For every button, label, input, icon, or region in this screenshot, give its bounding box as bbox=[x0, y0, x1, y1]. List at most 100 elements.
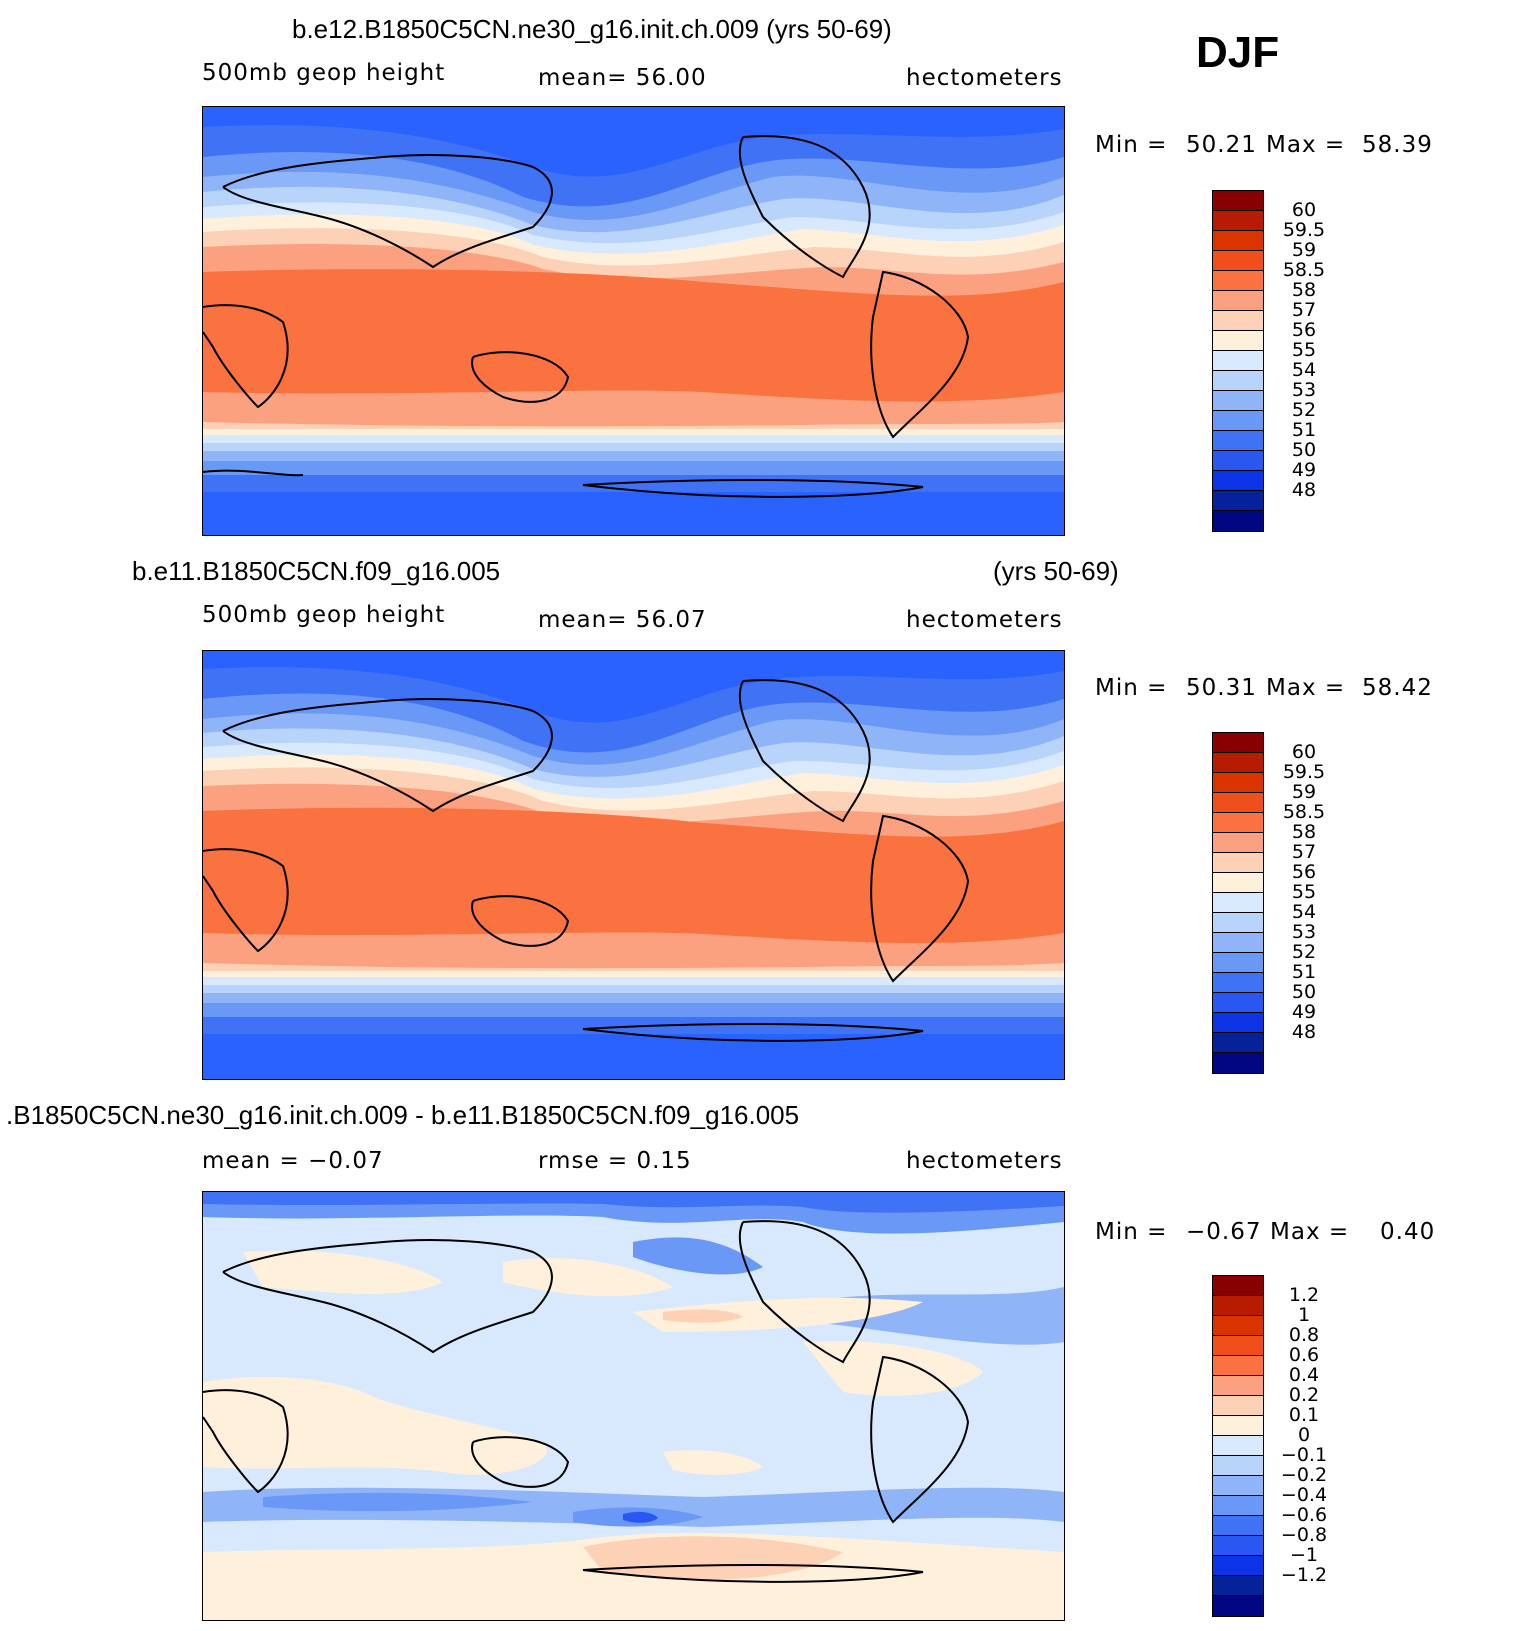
panel-3-contour-field bbox=[203, 1192, 1064, 1620]
colorbar-swatch bbox=[1213, 1013, 1263, 1033]
colorbar-level-label: 53 bbox=[1291, 379, 1317, 401]
coastlines bbox=[203, 135, 970, 498]
colorbar-swatch bbox=[1213, 451, 1263, 471]
panel-2-variable: 500mb geop height bbox=[202, 602, 446, 628]
colorbar-swatch bbox=[1213, 1576, 1263, 1596]
colorbar-level-label: 59 bbox=[1291, 239, 1317, 261]
colorbar-level-label: 50 bbox=[1291, 439, 1317, 461]
panel-2-max-label: Max = bbox=[1266, 675, 1346, 701]
colorbar-level-label: 1 bbox=[1297, 1304, 1311, 1326]
coastlines bbox=[203, 679, 970, 1042]
colorbar-swatch bbox=[1213, 773, 1263, 793]
colorbar-level-label: −0.1 bbox=[1280, 1444, 1328, 1466]
colorbar-swatch bbox=[1213, 1276, 1263, 1296]
colorbar-level-label: 57 bbox=[1291, 841, 1317, 863]
panel-1-contour-field bbox=[203, 107, 1064, 535]
colorbar-swatch bbox=[1213, 1556, 1263, 1576]
colorbar-swatch bbox=[1213, 1496, 1263, 1516]
colorbar-level-label: 53 bbox=[1291, 921, 1317, 943]
colorbar-level-label: 59.5 bbox=[1282, 761, 1326, 783]
colorbar-level-label: 48 bbox=[1291, 479, 1317, 501]
colorbar-swatch bbox=[1213, 1456, 1263, 1476]
colorbar-level-label: 58.5 bbox=[1282, 259, 1326, 281]
panel-2-contour-field bbox=[203, 651, 1064, 1079]
colorbar-swatch bbox=[1213, 491, 1263, 511]
panel-1-variable: 500mb geop height bbox=[202, 60, 446, 86]
panel-3-max-label: Max = bbox=[1270, 1219, 1350, 1245]
colorbar-swatch bbox=[1213, 1356, 1263, 1376]
colorbar-level-label: 48 bbox=[1291, 1021, 1317, 1043]
colorbar-level-label: 49 bbox=[1291, 1001, 1317, 1023]
colorbar-level-label: 58 bbox=[1291, 279, 1317, 301]
colorbar-level-label: 52 bbox=[1291, 399, 1317, 421]
colorbar-swatch bbox=[1213, 873, 1263, 893]
colorbar-level-label: 1.2 bbox=[1288, 1284, 1320, 1306]
colorbar-level-label: 55 bbox=[1291, 339, 1317, 361]
panel-2-colorbar bbox=[1212, 732, 1264, 1074]
colorbar-swatch bbox=[1213, 251, 1263, 271]
panel-3-units: hectometers bbox=[906, 1148, 1063, 1174]
panel-3-title: .B1850C5CN.ne30_g16.init.ch.009 - b.e11.… bbox=[6, 1100, 800, 1130]
colorbar-swatch bbox=[1213, 311, 1263, 331]
colorbar-level-label: 57 bbox=[1291, 299, 1317, 321]
colorbar-level-label: 0.1 bbox=[1288, 1404, 1320, 1426]
colorbar-swatch bbox=[1213, 331, 1263, 351]
colorbar-level-label: 52 bbox=[1291, 941, 1317, 963]
colorbar-swatch bbox=[1213, 351, 1263, 371]
colorbar-level-label: 56 bbox=[1291, 861, 1317, 883]
colorbar-level-label: 58 bbox=[1291, 821, 1317, 843]
panel-1-title: b.e12.B1850C5CN.ne30_g16.init.ch.009 (yr… bbox=[292, 14, 892, 44]
panel-3-min-value: −0.67 bbox=[1186, 1219, 1262, 1245]
colorbar-swatch bbox=[1213, 1476, 1263, 1496]
colorbar-level-label: 60 bbox=[1291, 199, 1317, 221]
colorbar-swatch bbox=[1213, 411, 1263, 431]
colorbar-level-label: 60 bbox=[1291, 741, 1317, 763]
colorbar-swatch bbox=[1213, 1536, 1263, 1556]
colorbar-level-label: 59 bbox=[1291, 781, 1317, 803]
colorbar-swatch bbox=[1213, 271, 1263, 291]
colorbar-swatch bbox=[1213, 391, 1263, 411]
colorbar-level-label: 0 bbox=[1297, 1424, 1311, 1446]
colorbar-level-label: 58.5 bbox=[1282, 801, 1326, 823]
panel-2-units: hectometers bbox=[906, 607, 1063, 633]
colorbar-swatch bbox=[1213, 1416, 1263, 1436]
panel-3-max-value: 0.40 bbox=[1380, 1219, 1436, 1245]
colorbar-swatch bbox=[1213, 853, 1263, 873]
colorbar-swatch bbox=[1213, 1436, 1263, 1456]
colorbar-swatch bbox=[1213, 1596, 1263, 1616]
colorbar-swatch bbox=[1213, 191, 1263, 211]
colorbar-level-label: 59.5 bbox=[1282, 219, 1326, 241]
colorbar-level-label: 0.8 bbox=[1288, 1324, 1320, 1346]
colorbar-swatch bbox=[1213, 1316, 1263, 1336]
panel-2-title: b.e11.B1850C5CN.f09_g16.005 bbox=[132, 556, 501, 586]
colorbar-swatch bbox=[1213, 1376, 1263, 1396]
colorbar-swatch bbox=[1213, 893, 1263, 913]
colorbar-swatch bbox=[1213, 1033, 1263, 1053]
colorbar-level-label: 54 bbox=[1291, 359, 1317, 381]
colorbar-swatch bbox=[1213, 1516, 1263, 1536]
colorbar-swatch bbox=[1213, 1296, 1263, 1316]
panel-3-rmse: rmse = 0.15 bbox=[538, 1148, 692, 1174]
colorbar-swatch bbox=[1213, 913, 1263, 933]
colorbar-swatch bbox=[1213, 431, 1263, 451]
colorbar-swatch bbox=[1213, 813, 1263, 833]
panel-3-min-label: Min = bbox=[1095, 1219, 1168, 1245]
panel-3-colorbar bbox=[1212, 1275, 1264, 1617]
colorbar-swatch bbox=[1213, 953, 1263, 973]
colorbar-swatch bbox=[1213, 1053, 1263, 1073]
colorbar-level-label: −0.6 bbox=[1280, 1504, 1328, 1526]
colorbar-swatch bbox=[1213, 371, 1263, 391]
colorbar-swatch bbox=[1213, 753, 1263, 773]
season-label: DJF bbox=[1196, 28, 1280, 77]
panel-3-mean: mean = −0.07 bbox=[202, 1148, 384, 1174]
colorbar-swatch bbox=[1213, 471, 1263, 491]
colorbar-level-label: 51 bbox=[1291, 961, 1317, 983]
colorbar-swatch bbox=[1213, 1336, 1263, 1356]
panel-2-max-value: 58.42 bbox=[1362, 675, 1433, 701]
colorbar-level-label: 0.6 bbox=[1288, 1344, 1320, 1366]
panel-1-max-label: Max = bbox=[1266, 132, 1346, 158]
panel-2-min-value: 50.31 bbox=[1186, 675, 1257, 701]
colorbar-level-label: −0.8 bbox=[1280, 1524, 1328, 1546]
panel-1-colorbar bbox=[1212, 190, 1264, 532]
colorbar-swatch bbox=[1213, 833, 1263, 853]
